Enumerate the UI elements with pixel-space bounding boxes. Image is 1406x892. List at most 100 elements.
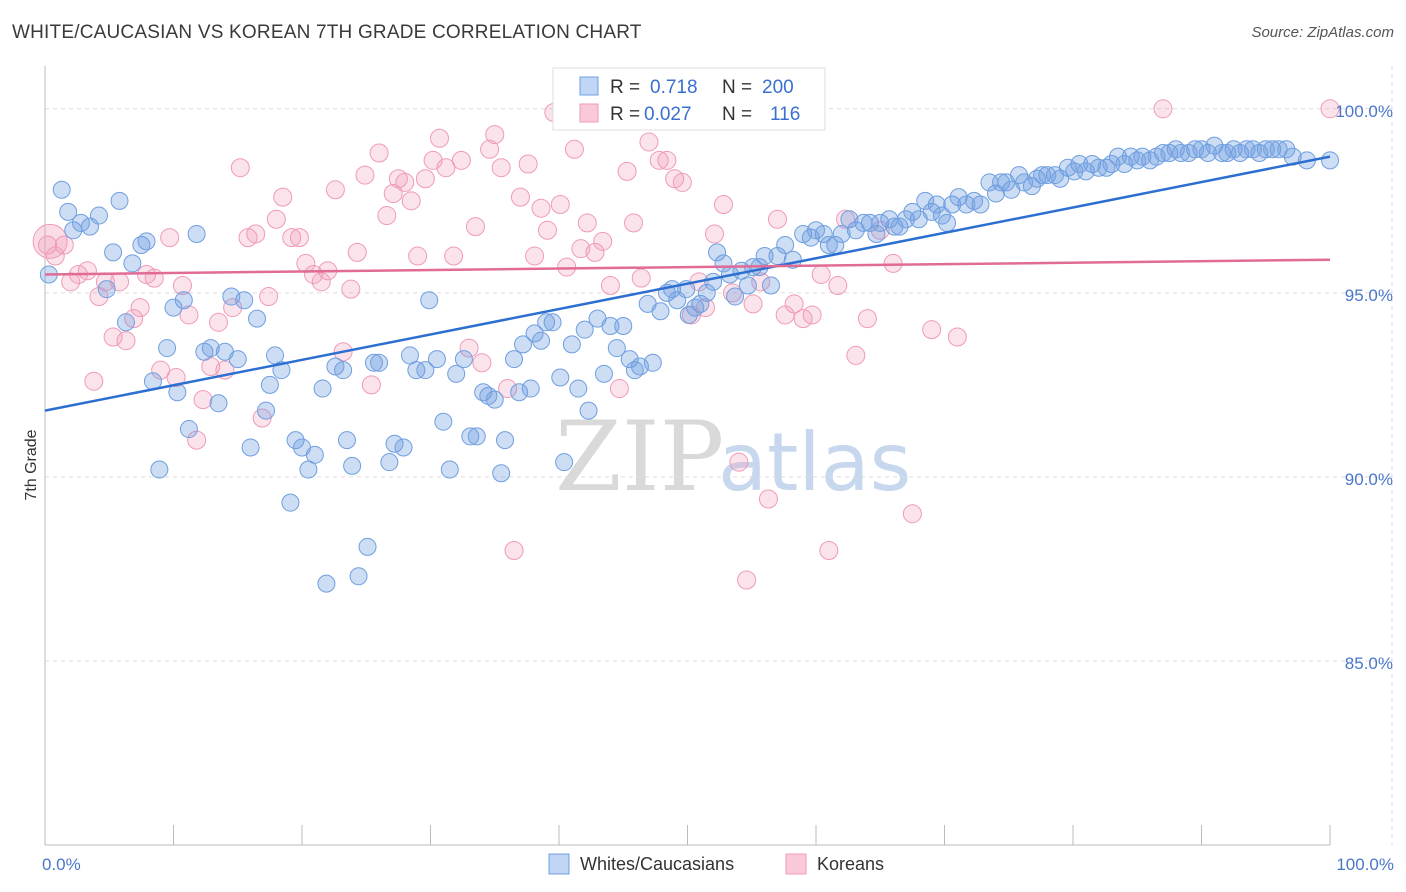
korean-point-40 [325,180,345,200]
korean-point-96 [729,452,749,472]
korean-point-77 [577,213,597,233]
white-point-20 [179,420,198,439]
korean-point-56 [436,158,456,178]
white-point-92 [643,353,662,372]
white-point-132 [896,210,915,229]
white-point-126 [860,213,879,232]
white-point-11 [123,254,142,273]
white-point-66 [485,390,504,409]
legend-r-label-koreans: R = [610,104,640,125]
korean-point-98 [743,294,763,314]
white-point-24 [209,394,228,413]
white-point-47 [358,537,377,556]
korean-point-6 [84,371,104,391]
legend-r-label-whites: R = [610,77,640,98]
white-point-130 [885,217,904,236]
korean-point-60 [465,217,485,237]
korean-point-73 [550,195,570,215]
korean-point-94 [713,195,733,215]
korean-point-35 [289,228,309,248]
korean-point-11 [116,331,136,351]
white-point-7 [97,280,116,299]
white-point-93 [651,302,670,321]
white-point-35 [281,493,300,512]
white-point-79 [562,335,581,354]
white-point-21 [187,224,206,243]
white-point-141 [949,188,968,207]
white-point-176 [1171,143,1190,162]
chart-title: WHITE/CAUCASIAN VS KOREAN 7TH GRADE CORR… [12,22,642,43]
white-point-12 [132,236,151,255]
korean-point-64 [491,158,511,178]
white-point-49 [370,353,389,372]
white-point-147 [992,173,1011,192]
white-point-51 [385,434,404,453]
source-note: Source: ZipAtlas.com [1251,24,1394,41]
white-point-89 [625,361,644,380]
korean-point-44 [355,165,375,185]
korean-point-31 [259,287,279,307]
white-point-108 [738,276,757,295]
korean-point-117 [1153,99,1173,119]
korean-point-66 [504,541,524,561]
white-point-80 [569,379,588,398]
white-point-17 [164,298,183,317]
korean-point-115 [922,320,942,340]
korean-point-33 [273,187,293,207]
korean-point-9 [103,327,123,347]
white-point-128 [871,213,890,232]
x-tick-label-start: 0.0% [42,855,81,874]
trend-lines [44,155,1331,412]
korean-point-49 [388,169,408,189]
white-point-99 [686,298,705,317]
korean-point-43 [347,242,367,262]
y-axis-label: 7th Grade [23,429,40,500]
white-point-68 [496,431,515,450]
legend-swatch-koreans [579,103,599,123]
white-point-77 [551,368,570,387]
white-point-56 [420,291,439,310]
white-point-102 [704,272,723,291]
bottom-legend-swatch-koreans [785,853,807,875]
korean-point-80 [600,275,620,295]
korean-point-5 [77,261,97,281]
white-point-13 [137,232,156,251]
axes [44,66,1331,846]
white-point-135 [916,191,935,210]
korean-point-34 [282,228,302,248]
series-legend: Whites/Caucasians Koreans [548,853,884,875]
watermark-zip: ZIP [555,401,724,513]
white-point-1 [52,180,71,199]
korean-point-37 [304,264,324,284]
white-point-82 [579,401,598,420]
legend-r-value-koreans: 0.027 [644,104,692,125]
korean-point-83 [624,213,644,233]
white-point-15 [150,460,169,479]
korean-point-107 [819,541,839,561]
white-point-46 [349,567,368,586]
legend-n-label-whites: N = [722,77,752,98]
white-point-48 [364,353,383,372]
legend-swatch-whites [579,76,599,96]
white-point-69 [505,350,524,369]
white-point-59 [440,460,459,479]
white-point-88 [620,350,639,369]
white-point-67 [492,464,511,483]
bottom-legend-label-koreans: Koreans [817,854,884,874]
korean-point-68 [518,154,538,174]
korean-point-67 [510,187,530,207]
white-point-70 [510,383,529,402]
white-point-154 [1033,166,1052,185]
korean-point-16 [151,360,171,380]
korean-point-3 [61,272,81,292]
korean-point-58 [451,150,471,170]
white-point-122 [832,224,851,243]
white-point-58 [434,412,453,431]
white-point-120 [819,236,838,255]
white-point-127 [867,224,886,243]
white-point-182 [1213,143,1232,162]
white-point-119 [814,224,833,243]
korean-point-81 [609,379,629,399]
korean-point-65 [498,379,518,399]
white-point-123 [840,210,859,229]
